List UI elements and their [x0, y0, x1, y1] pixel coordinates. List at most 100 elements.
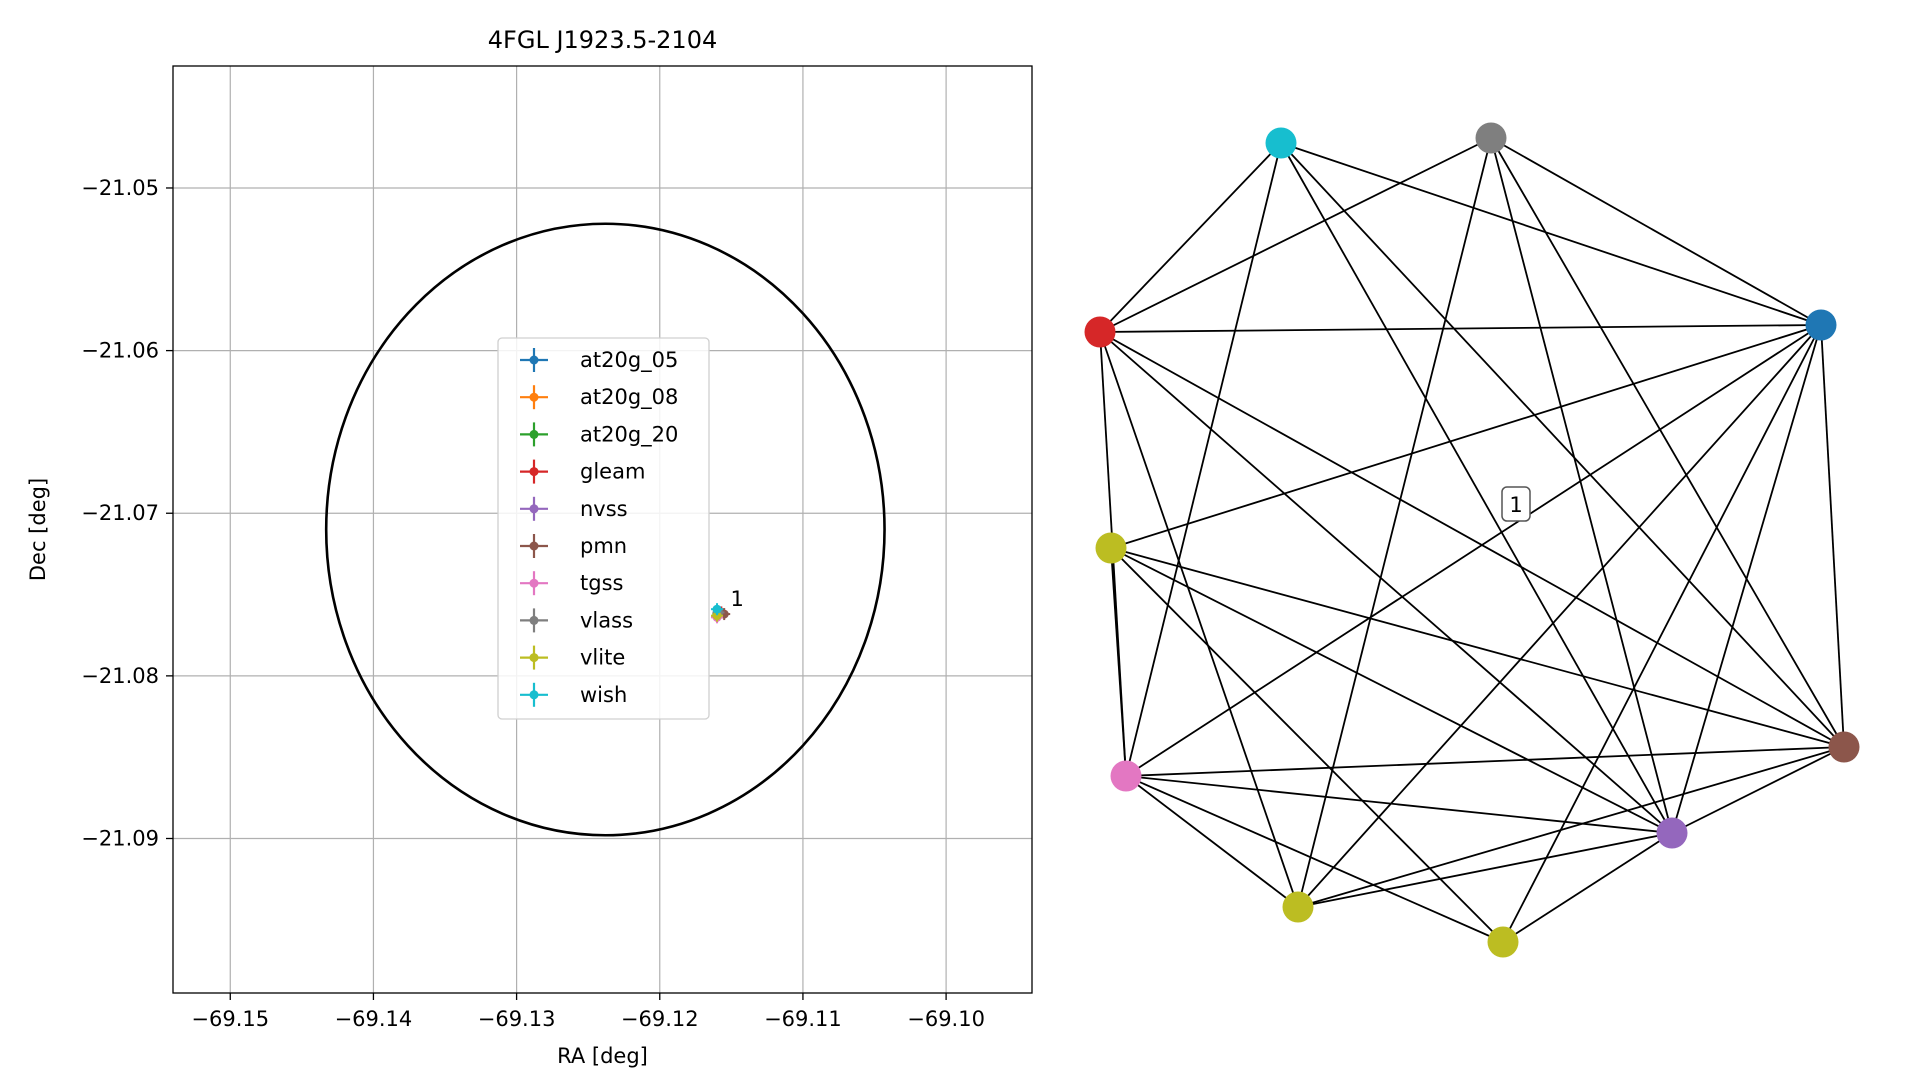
legend-entry-gleam: gleam [520, 459, 645, 484]
edge-wish-at20g [1280, 142, 1822, 326]
plot-frame [172, 65, 1033, 994]
x-axis-label: RA [deg] [557, 1044, 648, 1068]
point-vlite-marker [712, 611, 722, 621]
edge-tgss-vlite_b [1125, 775, 1299, 908]
edge-wish-tgss [1125, 142, 1282, 777]
edge-gleam-pmn [1099, 331, 1845, 748]
edge-vlite_b-pmn [1297, 746, 1845, 908]
node-vlite_c [1487, 926, 1519, 958]
edge-vlass-pmn [1490, 137, 1845, 748]
node-vlass [1475, 122, 1507, 154]
edge-vlass-nvss [1490, 137, 1673, 834]
node-wish [1265, 127, 1297, 159]
y-tick-label: −21.05 [81, 176, 159, 200]
network-nodes [1084, 122, 1860, 958]
legend-label: nvss [580, 497, 628, 521]
edge-gleam-at20g [1099, 324, 1822, 333]
edge-vlite_a-pmn [1110, 547, 1845, 748]
edge-at20g-vlite_a [1110, 324, 1822, 549]
legend-swatch-marker [529, 541, 539, 551]
legend-label: pmn [580, 534, 627, 558]
group-label-text: 1 [1509, 493, 1522, 517]
edge-at20g-vlite_c [1502, 324, 1822, 943]
y-tick-label: −21.08 [81, 664, 159, 688]
legend-entry-vlass: vlass [520, 608, 633, 633]
legend-swatch-marker [529, 615, 539, 625]
node-vlite_b [1282, 891, 1314, 923]
legend-label: tgss [580, 571, 623, 595]
legend-swatch-marker [529, 578, 539, 588]
edge-at20g-tgss [1125, 324, 1822, 777]
network-edges [1099, 137, 1845, 943]
edge-vlass-vlite_b [1297, 137, 1492, 908]
edge-nvss-pmn [1671, 746, 1845, 834]
node-vlite_a [1095, 532, 1127, 564]
node-pmn [1828, 731, 1860, 763]
node-at20g [1805, 309, 1837, 341]
x-tick-label: −69.15 [191, 1007, 269, 1031]
x-ticks: −69.15 −69.14 −69.13 −69.12 −69.11 −69.10 [191, 993, 985, 1031]
legend-swatch-marker [529, 653, 539, 663]
y-tick-label: −21.09 [81, 827, 159, 851]
edge-tgss-vlite_c [1125, 775, 1504, 943]
error-ellipse-group [324, 222, 886, 837]
legend-box [497, 337, 710, 720]
chart-title: 4FGL J1923.5-2104 [488, 26, 717, 54]
edge-tgss-nvss [1125, 775, 1673, 834]
edge-vlite_a-nvss [1110, 547, 1673, 834]
legend-swatch-marker [529, 355, 539, 365]
point-wish-marker [712, 604, 722, 614]
legend-label: gleam [580, 460, 645, 484]
legend-entry-pmn: pmn [520, 534, 627, 558]
legend-swatch-marker [529, 690, 539, 700]
legend-swatch-marker [529, 392, 539, 402]
group-label: 1 [1501, 486, 1531, 522]
legend-label: vlite [580, 646, 625, 670]
x-tick-label: −69.13 [478, 1007, 556, 1031]
edge-tgss-pmn [1125, 746, 1845, 777]
legend-entry-wish: wish [520, 682, 627, 707]
legend-label: at20g_05 [580, 348, 678, 373]
x-tick-label: −69.14 [335, 1007, 413, 1031]
y-tick-label: −21.06 [81, 339, 159, 363]
legend-swatch-marker [529, 504, 539, 514]
edge-wish-gleam [1099, 142, 1282, 333]
data-points [711, 603, 731, 624]
node-gleam [1084, 316, 1116, 348]
edge-wish-pmn [1280, 142, 1845, 748]
legend-entry-at20g_05: at20g_05 [520, 348, 678, 373]
edge-vlass-gleam [1099, 137, 1492, 333]
edge-vlass-at20g [1490, 137, 1822, 326]
cluster-label: 1 [730, 587, 743, 611]
legend-entry-vlite: vlite [520, 645, 625, 670]
legend-label: at20g_20 [580, 422, 678, 447]
legend-label: vlass [580, 608, 633, 632]
group-label-box [1501, 486, 1531, 522]
x-tick-label: −69.11 [764, 1007, 842, 1031]
legend-entry-tgss: tgss [520, 571, 623, 596]
error-ellipse [324, 222, 886, 837]
edge-at20g-vlite_b [1297, 324, 1822, 908]
edge-gleam-nvss [1099, 331, 1673, 834]
x-tick-label: −69.10 [907, 1007, 985, 1031]
point-wish [711, 603, 724, 616]
edge-at20g-nvss [1671, 324, 1822, 834]
edge-wish-nvss [1280, 142, 1673, 834]
legend-swatch-marker [529, 467, 539, 477]
legend-label: wish [580, 683, 627, 707]
legend-entry-at20g_20: at20g_20 [520, 422, 678, 447]
edge-vlite_a-tgss [1110, 547, 1127, 777]
legend-swatch-marker [529, 429, 539, 439]
x-tick-label: −69.12 [621, 1007, 699, 1031]
edge-vlite_a-vlite_c [1110, 547, 1504, 943]
legend-entry-nvss: nvss [520, 496, 628, 521]
legend-entry-at20g_08: at20g_08 [520, 385, 678, 410]
y-tick-label: −21.07 [81, 501, 159, 525]
edge-vlite_b-nvss [1297, 832, 1673, 908]
edge-vlite_c-nvss [1502, 832, 1673, 943]
edge-at20g-pmn [1820, 324, 1845, 748]
y-axis-label: Dec [deg] [26, 478, 50, 581]
